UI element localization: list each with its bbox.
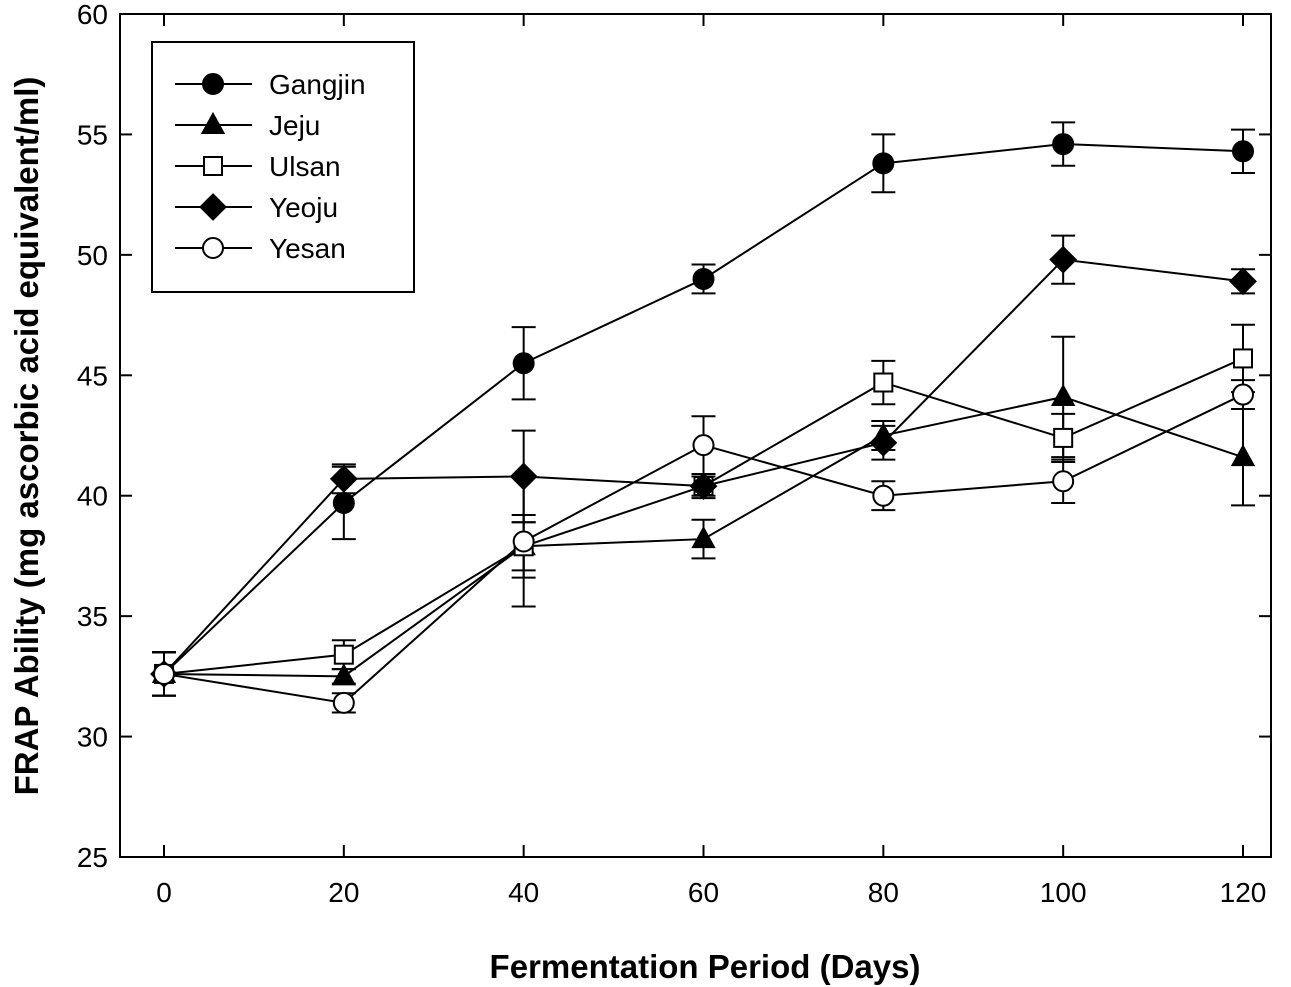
legend-item-jeju: Jeju — [175, 110, 320, 141]
markers-ulsan — [154, 348, 1253, 684]
markers-yesan — [153, 383, 1254, 714]
yeoju-point — [869, 428, 898, 457]
yesan-point — [1052, 470, 1075, 493]
y-axis: 25 30 35 40 45 50 55 60 — [77, 0, 1271, 873]
jeju-point — [1230, 444, 1256, 467]
gangjin-point — [512, 352, 535, 375]
y-axis-title: FRAP Ability (mg ascorbic acid equivalen… — [8, 77, 45, 796]
legend-marker-yeoju — [199, 193, 227, 221]
ulsan-point — [1053, 427, 1074, 448]
series-jeju — [152, 335, 1255, 697]
legend-item-ulsan: Ulsan — [175, 151, 341, 182]
series-ulsan — [152, 323, 1255, 697]
legend-marker-ulsan — [203, 156, 223, 176]
gangjin-point — [1232, 140, 1254, 163]
legend-marker-yesan — [202, 237, 224, 259]
x-tick-label: 100 — [1040, 877, 1087, 908]
series-layer — [150, 121, 1257, 714]
y-tick-label: 30 — [77, 722, 108, 753]
yesan-point — [332, 691, 355, 714]
gangjin-point — [872, 152, 895, 175]
ulsan-point — [1233, 348, 1253, 369]
x-tick-label: 40 — [508, 877, 539, 908]
yesan-point — [153, 662, 175, 685]
y-tick-label: 50 — [77, 240, 108, 271]
legend-label-gangjin: Gangjin — [269, 69, 366, 100]
legend-label-ulsan: Ulsan — [269, 151, 341, 182]
yeoju-point — [1049, 245, 1078, 274]
legend: Gangjin Jeju Ulsan Yeoju Yesan — [151, 41, 415, 293]
yeoju-point — [1229, 267, 1257, 296]
y-tick-label: 55 — [77, 119, 108, 150]
ulsan-point — [873, 372, 894, 393]
x-axis: 0 20 40 60 80 100 120 — [156, 14, 1266, 908]
yeoju-point — [509, 462, 538, 491]
legend-marker-gangjin — [202, 73, 224, 95]
yeoju-point — [329, 464, 358, 493]
jeju-point — [331, 663, 357, 686]
gangjin-point — [332, 491, 355, 514]
yesan-point — [512, 530, 535, 553]
ulsan-line — [163, 357, 1244, 675]
yesan-point — [872, 484, 895, 507]
y-tick-label: 25 — [77, 842, 108, 873]
x-tick-label: 0 — [156, 877, 172, 908]
x-tick-label: 60 — [688, 877, 719, 908]
jeju-point — [691, 526, 716, 549]
legend-label-jeju: Jeju — [269, 110, 320, 141]
x-axis-title: Fermentation Period (Days) — [490, 948, 921, 985]
legend-label-yesan: Yesan — [269, 233, 346, 264]
gangjin-point — [1052, 133, 1075, 156]
legend-item-yesan: Yesan — [175, 233, 346, 264]
legend-marker-jeju — [200, 111, 226, 134]
ulsan-point — [333, 644, 354, 665]
yesan-point — [692, 434, 715, 457]
legend-item-yeoju: Yeoju — [175, 192, 338, 223]
x-tick-label: 120 — [1220, 877, 1267, 908]
plot-frame — [119, 13, 1272, 858]
gangjin-point — [692, 267, 715, 290]
jeju-point — [1050, 383, 1076, 406]
x-tick-label: 20 — [328, 877, 359, 908]
y-tick-label: 40 — [77, 481, 108, 512]
yesan-point — [1232, 383, 1254, 406]
legend-label-yeoju: Yeoju — [269, 192, 338, 223]
legend-item-gangjin: Gangjin — [175, 69, 366, 100]
x-tick-label: 80 — [868, 877, 899, 908]
y-tick-label: 35 — [77, 601, 108, 632]
y-tick-label: 45 — [77, 360, 108, 391]
y-tick-label: 60 — [77, 0, 108, 30]
yeoju-point — [689, 472, 718, 500]
